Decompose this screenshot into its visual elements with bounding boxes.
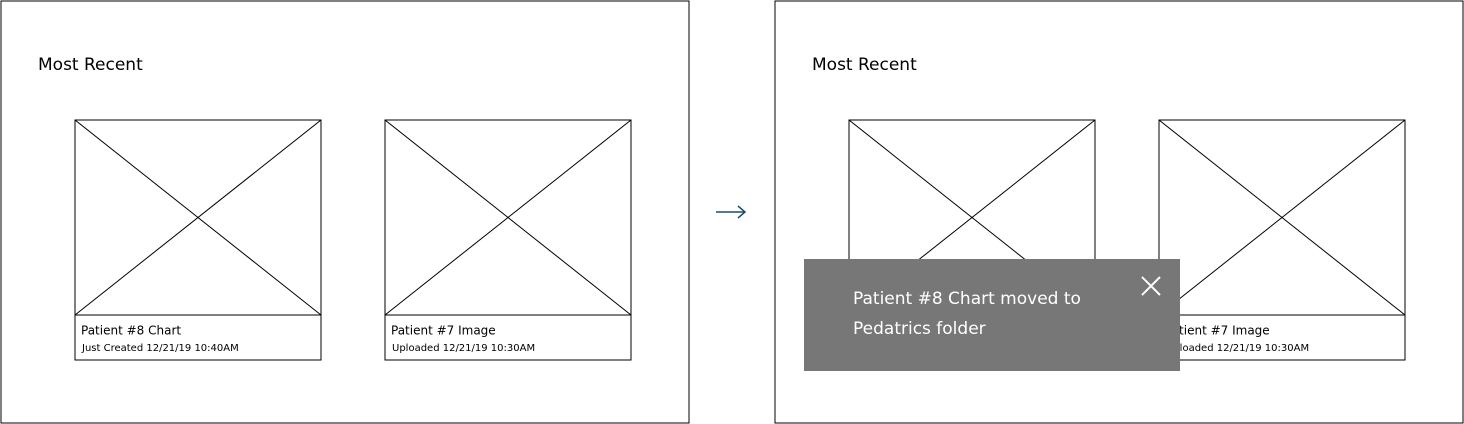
placeholder-cross — [1158, 119, 1406, 316]
card-subtitle: Just Created 12/21/19 10:40AM — [81, 343, 239, 354]
card-subtitle: Uploaded 12/21/19 10:30AM — [392, 343, 535, 354]
toast-message: Patient #8 Chart moved to — [853, 289, 1081, 309]
section-title: Most Recent — [38, 55, 143, 75]
screen: Most Recent Patient #8 Chart Just Created … — [0, 0, 690, 424]
card-title: Patient #7 Image — [391, 324, 496, 338]
recent-card[interactable]: Patient #7 Image Uploaded 12/21/19 10:30A… — [384, 119, 632, 361]
placeholder-cross — [74, 119, 322, 316]
card-title: Patient #8 Chart — [81, 324, 181, 338]
recent-card[interactable]: Patient #7 Image Uploaded 12/21/19 10:30A… — [1158, 119, 1406, 361]
placeholder-cross — [384, 119, 632, 316]
toast-background — [804, 259, 1180, 371]
card-subtitle: Uploaded 12/21/19 10:30AM — [1166, 343, 1309, 354]
recent-card[interactable]: Patient #8 Chart Just Created 12/21/19 10… — [74, 119, 322, 361]
close-icon — [1141, 276, 1161, 296]
card-caption — [1158, 314, 1406, 361]
card-caption — [384, 314, 632, 361]
toast-message: Pedatrics folder — [853, 319, 986, 339]
card-caption — [74, 314, 322, 361]
card-title: Patient #7 Image — [1165, 324, 1270, 338]
transition-arrow-head — [737, 205, 747, 219]
toast: Patient #8 Chart moved to Pedatrics folde… — [804, 259, 1180, 371]
section-title: Most Recent — [812, 55, 917, 75]
toast-close[interactable] — [1141, 276, 1161, 296]
